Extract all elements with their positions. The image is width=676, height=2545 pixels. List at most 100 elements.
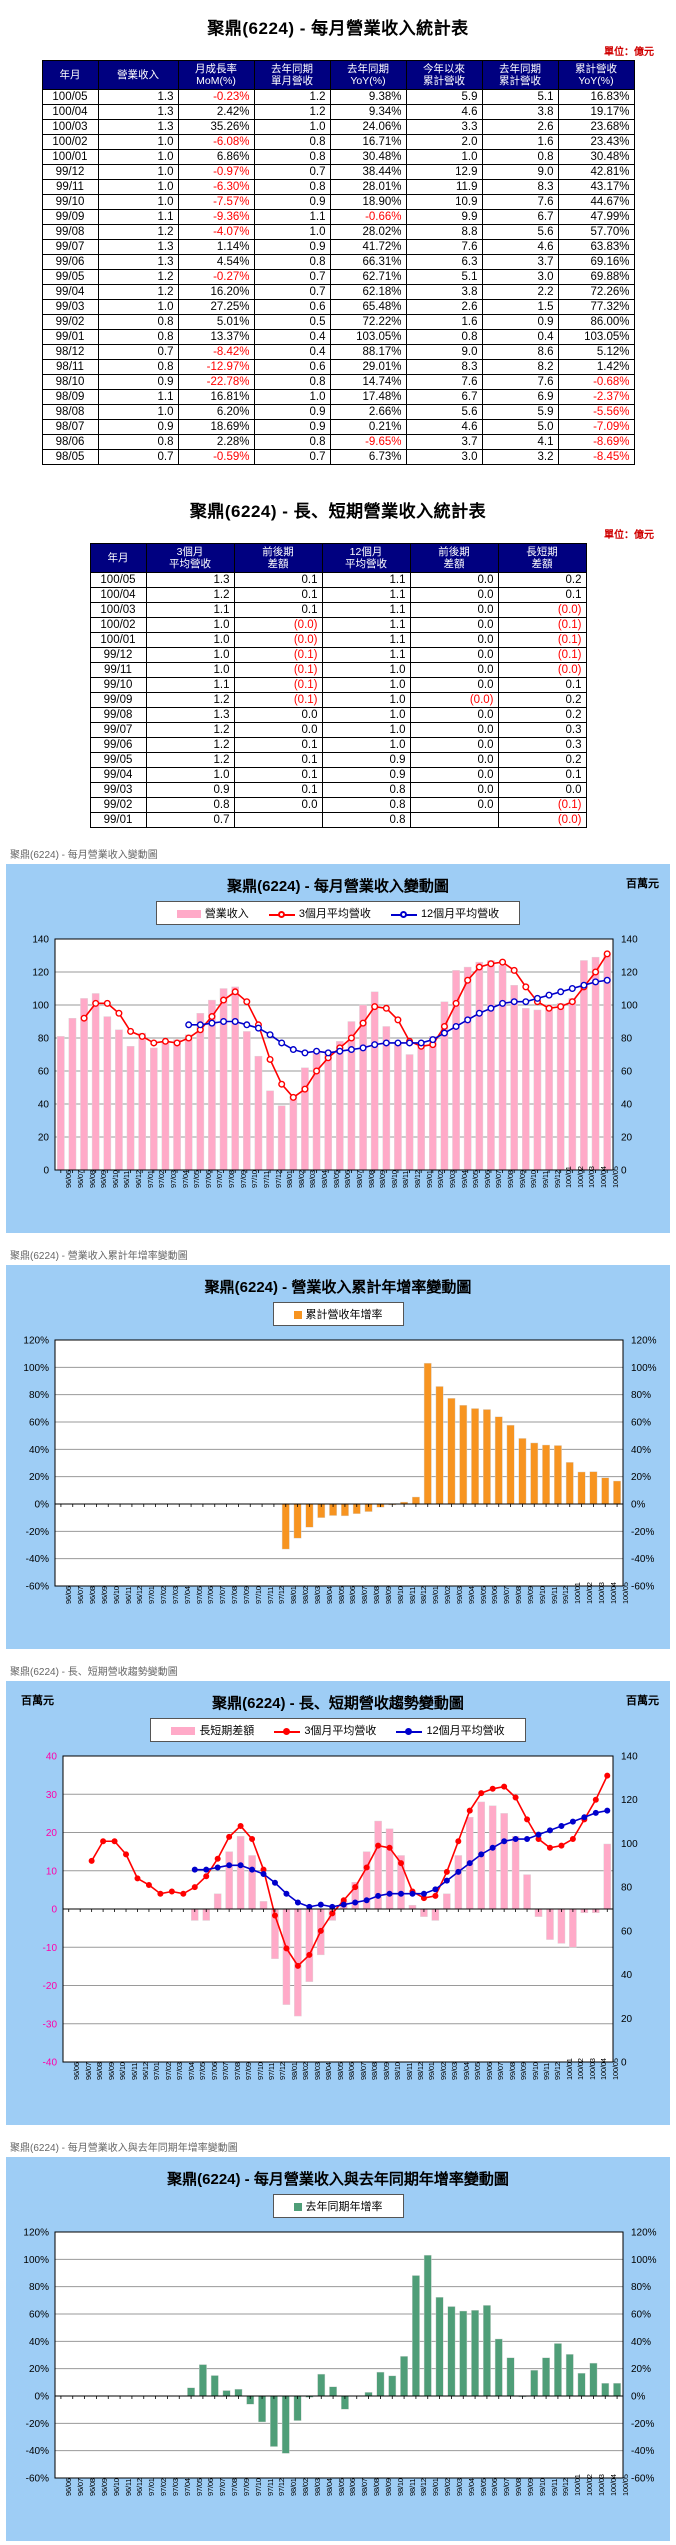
cell-value: -6.08% (177, 134, 255, 151)
cell-value: 41.72% (329, 239, 407, 256)
chart-bar (429, 1036, 437, 1171)
chart-point (475, 963, 483, 971)
chart-point (512, 1794, 519, 1801)
chart-point (386, 1845, 393, 1852)
svg-text:40%: 40% (29, 2337, 49, 2348)
chart-point (568, 985, 576, 993)
x-axis-tick-label: 100/04 (608, 1582, 618, 1605)
legend-item[interactable]: 12個月平均營收 (390, 905, 499, 921)
legend-item[interactable]: 營業收入 (176, 905, 249, 921)
chart-bar (533, 1009, 542, 1171)
cell-value: 0.1 (233, 782, 323, 799)
svg-text:120%: 120% (23, 1336, 49, 1347)
chart-point (440, 1029, 448, 1037)
cell-value: 5.9 (481, 404, 559, 421)
table-row: 99/09 1.1 -9.36% 1.1 -0.66% 9.9 6.7 47.99% (41, 209, 635, 226)
chart-bar (412, 2275, 420, 2397)
chart-bar (546, 1909, 554, 1941)
x-axis-tick-label: 99/08 (514, 1586, 524, 1605)
column-header: 去年同期 YoY(%) (329, 59, 407, 91)
chart-point (173, 1039, 181, 1047)
cell-value: 0.0 (409, 647, 499, 664)
svg-text:20: 20 (46, 1828, 58, 1839)
x-axis-tick-label: 98/08 (370, 2062, 380, 2081)
cell-value: 0.0 (409, 782, 499, 799)
cell-value: 9.0 (405, 344, 483, 361)
cell-value: 0.7 (97, 344, 179, 361)
x-axis-tick-label: 99/02 (443, 2478, 453, 2497)
x-axis-tick-label: 99/08 (507, 2062, 517, 2081)
cell-value: 69.88% (557, 269, 635, 286)
svg-text:0: 0 (51, 1905, 57, 1916)
chart-bar (530, 1443, 539, 1505)
legend-item[interactable]: 3個月平均營收 (274, 1722, 376, 1738)
x-axis-tick-label: 96/07 (83, 2062, 93, 2081)
legend-item[interactable]: 3個月平均營收 (268, 905, 371, 921)
cell-year-month: 99/06 (89, 737, 147, 754)
cell-value: 42.81% (557, 164, 635, 181)
chart-point (231, 988, 239, 996)
x-axis-tick-label: 97/01 (145, 1170, 155, 1189)
chart-point (603, 977, 611, 985)
cell-value: -12.97% (177, 359, 255, 376)
cell-value: 0.0 (409, 662, 499, 679)
x-axis-tick-label: 98/02 (301, 1586, 311, 1605)
x-axis-tick-label: 96/06 (64, 2478, 74, 2497)
legend-item[interactable]: 12個月平均營收 (396, 1722, 505, 1738)
cell-value: 0.8 (97, 329, 179, 346)
cell-year-month: 99/06 (41, 254, 99, 271)
cell-value: 12.9 (405, 164, 483, 181)
cell-value: 1.1 (97, 209, 179, 226)
x-axis-tick-label: 100/04 (608, 2474, 618, 2497)
chart-bar (243, 1031, 251, 1171)
svg-text:20%: 20% (29, 2364, 49, 2375)
svg-text:100%: 100% (23, 2255, 49, 2266)
x-axis-tick-label: 99/07 (494, 1170, 504, 1189)
x-axis-tick-label: 98/11 (404, 2063, 414, 2081)
chart-bar (231, 986, 239, 1171)
table-row: 100/02 1.0 -6.08% 0.8 16.71% 2.0 1.6 23.43% (41, 134, 635, 151)
svg-text:120%: 120% (23, 2228, 49, 2239)
legend-item[interactable]: 累計營收年增率 (293, 1306, 383, 1322)
plot-area: 0 20 40 60 80 100 120 140 0 20 40 60 80 100 120 140 (7, 931, 669, 1186)
cell-value: 1.2 (145, 722, 235, 739)
x-axis-tick-label: 99/09 (525, 1586, 535, 1605)
chart-point (145, 1882, 152, 1889)
x-axis-tick-label: 97/04 (182, 2478, 192, 2497)
x-axis-tick-label: 97/05 (192, 1170, 202, 1189)
cell-value: 0.7 (253, 269, 331, 286)
cell-value: 9.0 (481, 164, 559, 181)
chart-bar (435, 1386, 444, 1505)
monthly-revenue-table: 年月 營業收入 月成長率 MoM(%) 去年同期 單月營收 去年同期 YoY(%) 今年以來 累計… (41, 59, 635, 466)
column-header: 3個月 平均營收 (145, 543, 235, 574)
cell-value: 7.6 (405, 239, 483, 256)
x-axis-tick-label: 100/02 (585, 2474, 595, 2497)
x-axis-tick-label: 99/11 (549, 1587, 559, 1605)
chart-point (289, 1094, 297, 1102)
chart-point (478, 1851, 485, 1858)
x-axis-tick-label: 97/09 (244, 2062, 254, 2081)
chart-point (203, 1873, 210, 1880)
x-axis-tick-label: 98/10 (395, 1586, 405, 1605)
chart-point (283, 1890, 290, 1897)
cell-value: -4.07% (177, 224, 255, 241)
svg-text:20%: 20% (631, 2364, 651, 2375)
cell-value: -0.66% (329, 209, 407, 226)
legend-item[interactable]: 長短期差額 (171, 1722, 254, 1738)
legend-label: 3個月平均營收 (298, 908, 371, 921)
x-axis-tick-label: 99/08 (506, 1170, 516, 1189)
cell-value: 0.21% (329, 419, 407, 436)
cell-value: 2.28% (177, 434, 255, 451)
x-axis-tick-label: 99/09 (525, 2478, 535, 2497)
cell-value: 0.0 (409, 767, 499, 784)
chart-bar (601, 1477, 610, 1505)
cell-year-month: 100/04 (89, 587, 147, 604)
cell-value: 0.0 (409, 677, 499, 694)
cell-value: 1.1 (97, 389, 179, 406)
chart-point (214, 1855, 221, 1862)
table-row: 99/04 1.2 16.20% 0.7 62.18% 3.8 2.2 72.26% (41, 284, 635, 301)
chart-point (313, 1047, 321, 1055)
chart-bar (603, 953, 611, 1171)
legend-item[interactable]: 去年同期年增率 (293, 2198, 383, 2214)
cell-value: 1.1 (321, 602, 411, 619)
